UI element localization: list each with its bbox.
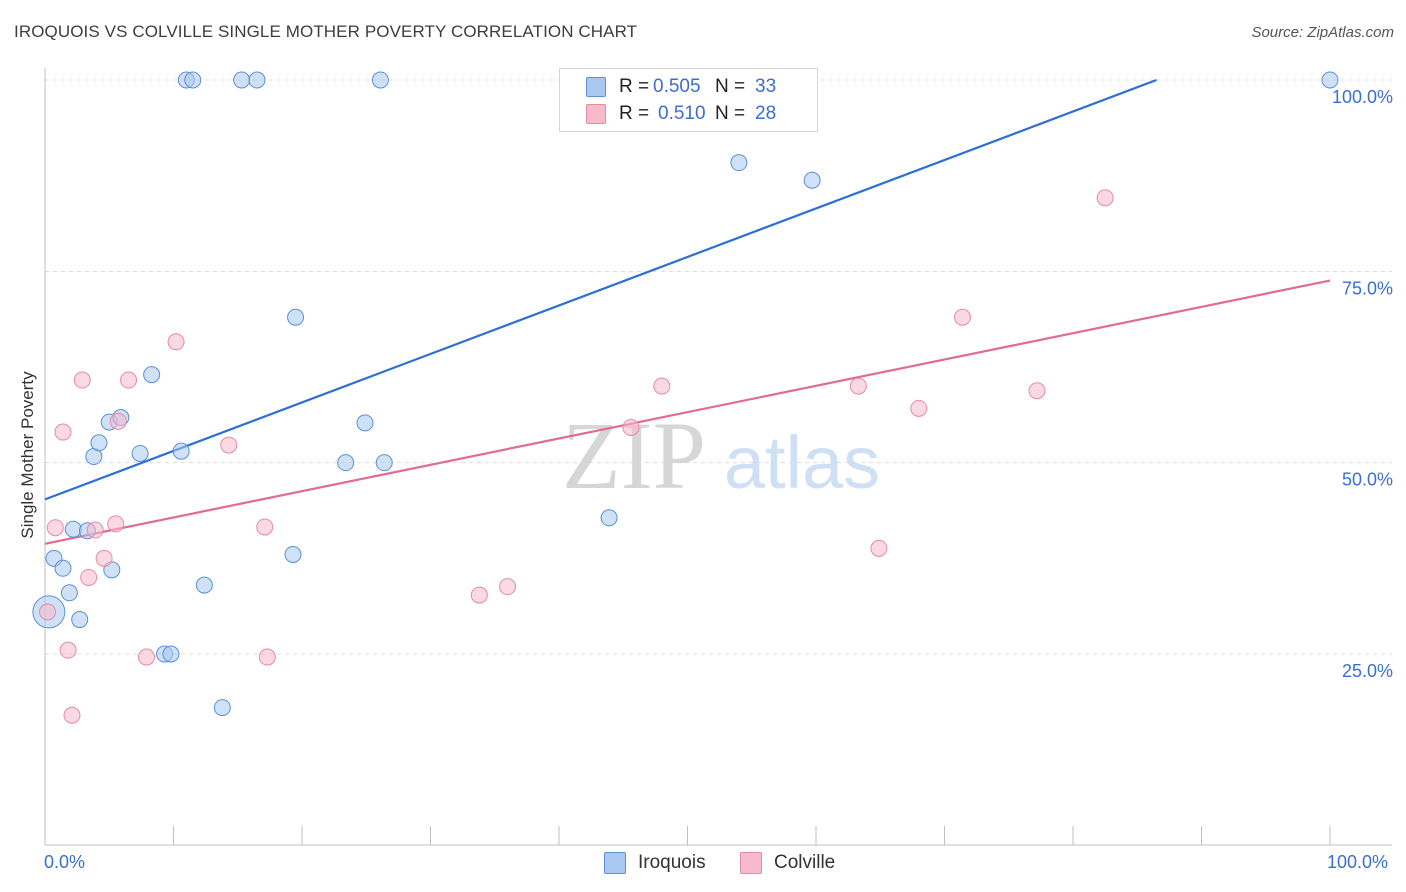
point-iroquois	[375, 454, 393, 472]
point-colville	[107, 515, 125, 533]
chart-title: IROQUOIS VS COLVILLE SINGLE MOTHER POVER…	[14, 22, 638, 41]
point-colville	[953, 308, 971, 326]
point-iroquois	[213, 699, 231, 717]
axes	[44, 68, 1392, 846]
point-iroquois	[60, 584, 78, 602]
point-colville	[849, 377, 867, 395]
point-iroquois	[131, 444, 149, 462]
y-tick-label: 25.0%	[1342, 661, 1393, 681]
r-value: 0.505	[653, 76, 701, 97]
point-iroquois	[184, 71, 202, 89]
legend-swatch-colville	[586, 104, 606, 124]
point-iroquois	[90, 434, 108, 452]
point-iroquois	[803, 171, 821, 189]
point-iroquois	[54, 559, 72, 577]
watermark-zip: ZIP	[562, 402, 706, 509]
source-credit: Source: ZipAtlas.com	[1251, 24, 1394, 41]
x-tick-label-min: 0.0%	[44, 852, 86, 872]
r-value: 0.510	[658, 103, 706, 124]
point-colville	[138, 648, 156, 666]
point-colville	[54, 423, 72, 441]
y-tick-label: 75.0%	[1342, 278, 1393, 298]
point-iroquois	[356, 414, 374, 432]
r-label: R =	[619, 103, 650, 124]
legend-swatch-iroquois	[586, 77, 606, 97]
point-iroquois	[162, 645, 180, 663]
point-colville	[1096, 189, 1114, 207]
point-colville	[59, 641, 77, 659]
point-iroquois	[1321, 71, 1339, 89]
point-iroquois	[371, 71, 389, 89]
data-points	[32, 71, 1339, 724]
point-colville	[86, 521, 104, 539]
y-tick-label: 50.0%	[1342, 470, 1393, 490]
point-colville	[167, 333, 185, 351]
point-iroquois	[600, 509, 618, 527]
point-iroquois	[71, 611, 89, 629]
trend-line-iroquois	[44, 78, 1157, 501]
point-colville	[258, 648, 276, 666]
stats-legend: R = 0.505 N = 33 R = 0.510 N = 28	[559, 68, 818, 132]
point-iroquois	[248, 71, 266, 89]
legend-label-iroquois: Iroquois	[638, 852, 706, 873]
n-label: N =	[715, 76, 746, 97]
point-colville	[256, 518, 274, 536]
point-colville	[39, 603, 57, 621]
point-iroquois	[143, 366, 161, 384]
point-colville	[46, 519, 64, 537]
point-iroquois	[337, 454, 355, 472]
point-colville	[120, 371, 138, 389]
legend-item-colville: Colville	[740, 852, 835, 874]
point-colville	[80, 568, 98, 586]
point-iroquois	[233, 71, 251, 89]
point-iroquois	[287, 308, 305, 326]
point-colville	[220, 436, 238, 454]
legend-label-colville: Colville	[774, 852, 836, 873]
legend-swatch-colville	[740, 852, 762, 874]
point-colville	[63, 706, 81, 724]
watermark-atlas: atlas	[724, 421, 880, 504]
point-colville	[73, 371, 91, 389]
point-iroquois	[195, 576, 213, 594]
point-colville	[499, 578, 517, 596]
point-colville	[1028, 382, 1046, 400]
grid-lines	[45, 79, 1392, 655]
trend-lines	[44, 78, 1331, 545]
point-colville	[95, 549, 113, 567]
y-tick-label: 100.0%	[1332, 87, 1393, 107]
point-colville	[910, 399, 928, 417]
point-colville	[109, 412, 127, 430]
point-colville	[870, 539, 888, 557]
point-iroquois	[64, 520, 82, 538]
point-colville	[653, 377, 671, 395]
point-iroquois	[730, 154, 748, 172]
r-label: R =	[619, 76, 650, 97]
n-label: N =	[715, 103, 746, 124]
trend-line-colville	[44, 279, 1331, 545]
x-tick-label-max: 100.0%	[1327, 852, 1389, 872]
n-value: 33	[755, 76, 777, 97]
legend-swatch-iroquois	[604, 852, 626, 874]
point-colville	[622, 418, 640, 436]
legend-row-colville: R = 0.510 N = 28	[586, 101, 777, 127]
point-colville	[470, 586, 488, 604]
n-value: 28	[755, 103, 777, 124]
point-iroquois	[284, 546, 302, 564]
legend-item-iroquois: Iroquois	[604, 852, 706, 874]
series-legend: Iroquois Colville	[0, 852, 1406, 878]
y-tick-labels: 25.0% 50.0% 75.0% 100.0%	[1332, 87, 1393, 681]
point-iroquois	[172, 442, 190, 460]
legend-row-iroquois: R = 0.505 N = 33	[586, 74, 777, 100]
